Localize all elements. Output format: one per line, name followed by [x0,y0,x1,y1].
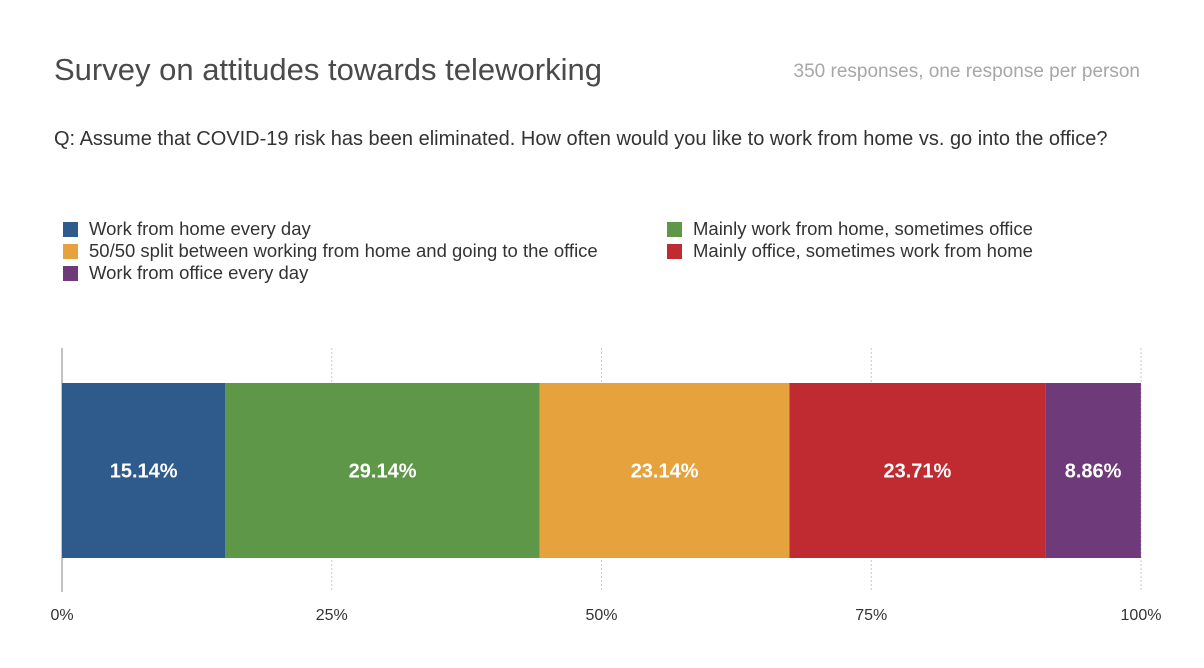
bar-segment [1045,383,1141,558]
x-tick-label: 50% [585,607,617,624]
legend-swatch [667,221,682,237]
bar-segment [789,383,1046,558]
x-tick-label: 75% [855,607,887,624]
legend-item-work-from-home-every-day: Work from home every day [63,218,311,240]
legend-label: Mainly office, sometimes work from home [693,240,1033,261]
bar-segment [62,383,226,558]
legend-item-mainly-work-from-home: Mainly work from home, sometimes office [667,218,1033,240]
data-label: 8.86% [1065,461,1122,483]
data-label: 15.14% [110,461,178,483]
data-label: 23.14% [631,461,699,483]
legend-item-mainly-office: Mainly office, sometimes work from home [667,240,1033,262]
bar-segment [225,383,540,558]
survey-question: Q: Assume that COVID-19 risk has been el… [54,128,1108,150]
x-tick-label: 100% [1121,607,1162,624]
legend-item-work-from-office-every-day: Work from office every day [63,262,308,284]
x-tick-label: 25% [316,607,348,624]
legend-label: Work from office every day [89,262,309,283]
legend-label: Mainly work from home, sometimes office [693,218,1033,239]
data-label: 23.71% [883,461,951,483]
data-label: 29.14% [349,461,417,483]
x-tick-label: 0% [50,607,73,624]
chart-subtitle: 350 responses, one response per person [793,61,1140,82]
legend-label: 50/50 split between working from home an… [89,240,598,261]
legend-swatch [63,221,78,237]
legend: Work from home every day Mainly work fro… [63,218,1143,290]
bar-segment [539,383,790,558]
legend-swatch [63,265,78,281]
legend-swatch [667,243,682,259]
legend-item-fifty-fifty-split: 50/50 split between working from home an… [63,240,598,262]
legend-swatch [63,243,78,259]
legend-label: Work from home every day [89,218,311,239]
chart-title: Survey on attitudes towards teleworking [54,52,602,87]
